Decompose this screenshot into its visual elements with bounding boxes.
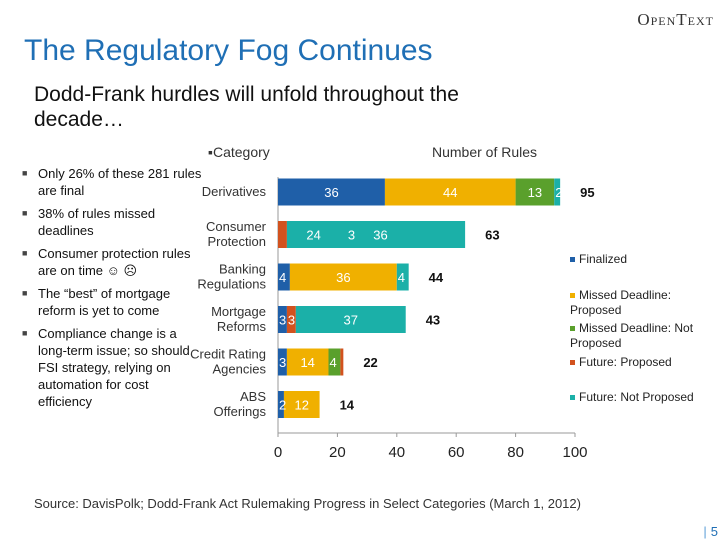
bar-segment [278, 391, 284, 418]
segment-label: 2 [279, 398, 286, 413]
bar-segment [396, 263, 409, 291]
bar-segment [278, 178, 385, 206]
bar-segment [286, 221, 466, 248]
legend-item-missed-proposed: Missed Deadline: Proposed [570, 288, 672, 317]
legend-swatch [570, 395, 575, 401]
bullet-square-icon: ■ [22, 288, 28, 298]
bar-segment [283, 391, 320, 418]
bar-segment [278, 221, 287, 248]
category-label: Consumer [206, 219, 267, 234]
segment-label: 44 [443, 185, 457, 200]
x-tick-label: 0 [274, 444, 282, 461]
bullet-square-icon: ■ [22, 328, 28, 338]
x-tick-label: 60 [448, 444, 465, 461]
opentext-logo: OpenText [637, 10, 714, 29]
slide-subtitle: Dodd-Frank hurdles will unfold throughou… [34, 83, 459, 131]
bar-segment [278, 306, 287, 333]
bullet-square-icon: ■ [22, 168, 28, 178]
bar-segment [278, 348, 287, 376]
page-divider: | [703, 524, 707, 539]
legend-swatch [570, 360, 575, 366]
bullet-item: ■ Only 26% of these 281 rules are final [22, 166, 202, 198]
bar-segment [289, 263, 397, 291]
bar-segment [286, 306, 296, 333]
value-header: Number of Rules [432, 144, 537, 160]
source-note: Source: DavisPolk; Dodd-Frank Act Rulema… [34, 496, 581, 511]
segment-label: 13 [528, 185, 542, 200]
segment-label: 4 [329, 355, 336, 370]
category-label: Protection [207, 234, 266, 249]
total-label: 63 [485, 228, 499, 243]
bar-segment [515, 178, 555, 206]
legend-item-future-not-proposed: Future: Not Proposed [570, 390, 720, 405]
category-label: ABS [240, 389, 266, 404]
page-number: | 5 [703, 524, 718, 539]
x-tick-label: 40 [388, 444, 405, 461]
segment-label: 3 [279, 313, 286, 328]
bullet-item: ■ 38% of rules missed deadlines [22, 206, 156, 238]
category-label: Agencies [213, 362, 267, 377]
bar-segment [286, 348, 329, 376]
bar-segment [278, 263, 290, 291]
category-label: Regulations [197, 277, 266, 292]
x-tick-label: 20 [329, 444, 346, 461]
bar-segment [554, 178, 561, 206]
total-label: 95 [580, 185, 594, 200]
segment-label: 3 [348, 228, 355, 243]
bullet-item: ■ The “best” of mortgage reform is yet to… [22, 286, 171, 318]
x-tick-label: 80 [507, 444, 524, 461]
legend-item-missed-not-proposed: Missed Deadline: Not Proposed [570, 321, 694, 350]
total-label: 14 [340, 398, 355, 413]
segment-label: 36 [324, 185, 338, 200]
legend-item-future-proposed: Future: Proposed [570, 355, 720, 370]
segment-label: 14 [300, 355, 314, 370]
segment-label: 12 [295, 398, 309, 413]
category-label: Offerings [213, 404, 266, 419]
bullet-square-icon: ■ [22, 208, 28, 218]
legend-item-finalized: Finalized [570, 252, 720, 267]
x-tick-label: 100 [562, 444, 587, 461]
bullet-item: ■ Consumer protection rules are on time ☺… [22, 246, 191, 278]
legend-swatch [570, 257, 575, 263]
segment-label: 4 [398, 270, 405, 285]
segment-label: 4 [279, 270, 286, 285]
segment-label: 24 [306, 228, 320, 243]
category-label: Reforms [217, 319, 267, 334]
total-label: 43 [426, 313, 440, 328]
category-label: Banking [219, 262, 266, 277]
legend-swatch [570, 293, 575, 299]
total-label: 22 [363, 355, 377, 370]
category-header: ▪Category [208, 144, 270, 160]
category-label: Derivatives [202, 184, 267, 199]
total-label: 44 [429, 270, 444, 285]
segment-label: 3 [288, 313, 295, 328]
bullet-item: ■ Compliance change is a long-term issue;… [22, 326, 190, 409]
bar-segment [340, 348, 344, 376]
bullet-square-icon: ■ [22, 248, 28, 258]
category-label: Mortgage [211, 304, 266, 319]
bar-segment [295, 306, 406, 333]
segment-label: 3 [279, 355, 286, 370]
segment-label: 36 [336, 270, 350, 285]
segment-label: 37 [344, 313, 358, 328]
slide-title: The Regulatory Fog Continues [24, 34, 433, 67]
category-label: Credit Rating [190, 347, 266, 362]
legend-swatch [570, 326, 575, 332]
bar-segment [384, 178, 516, 206]
bullet-list: ■ Only 26% of these 281 rules are final ■… [22, 165, 202, 416]
segment-label: 36 [373, 228, 387, 243]
segment-label: 2 [555, 185, 562, 200]
bar-segment [328, 348, 341, 376]
